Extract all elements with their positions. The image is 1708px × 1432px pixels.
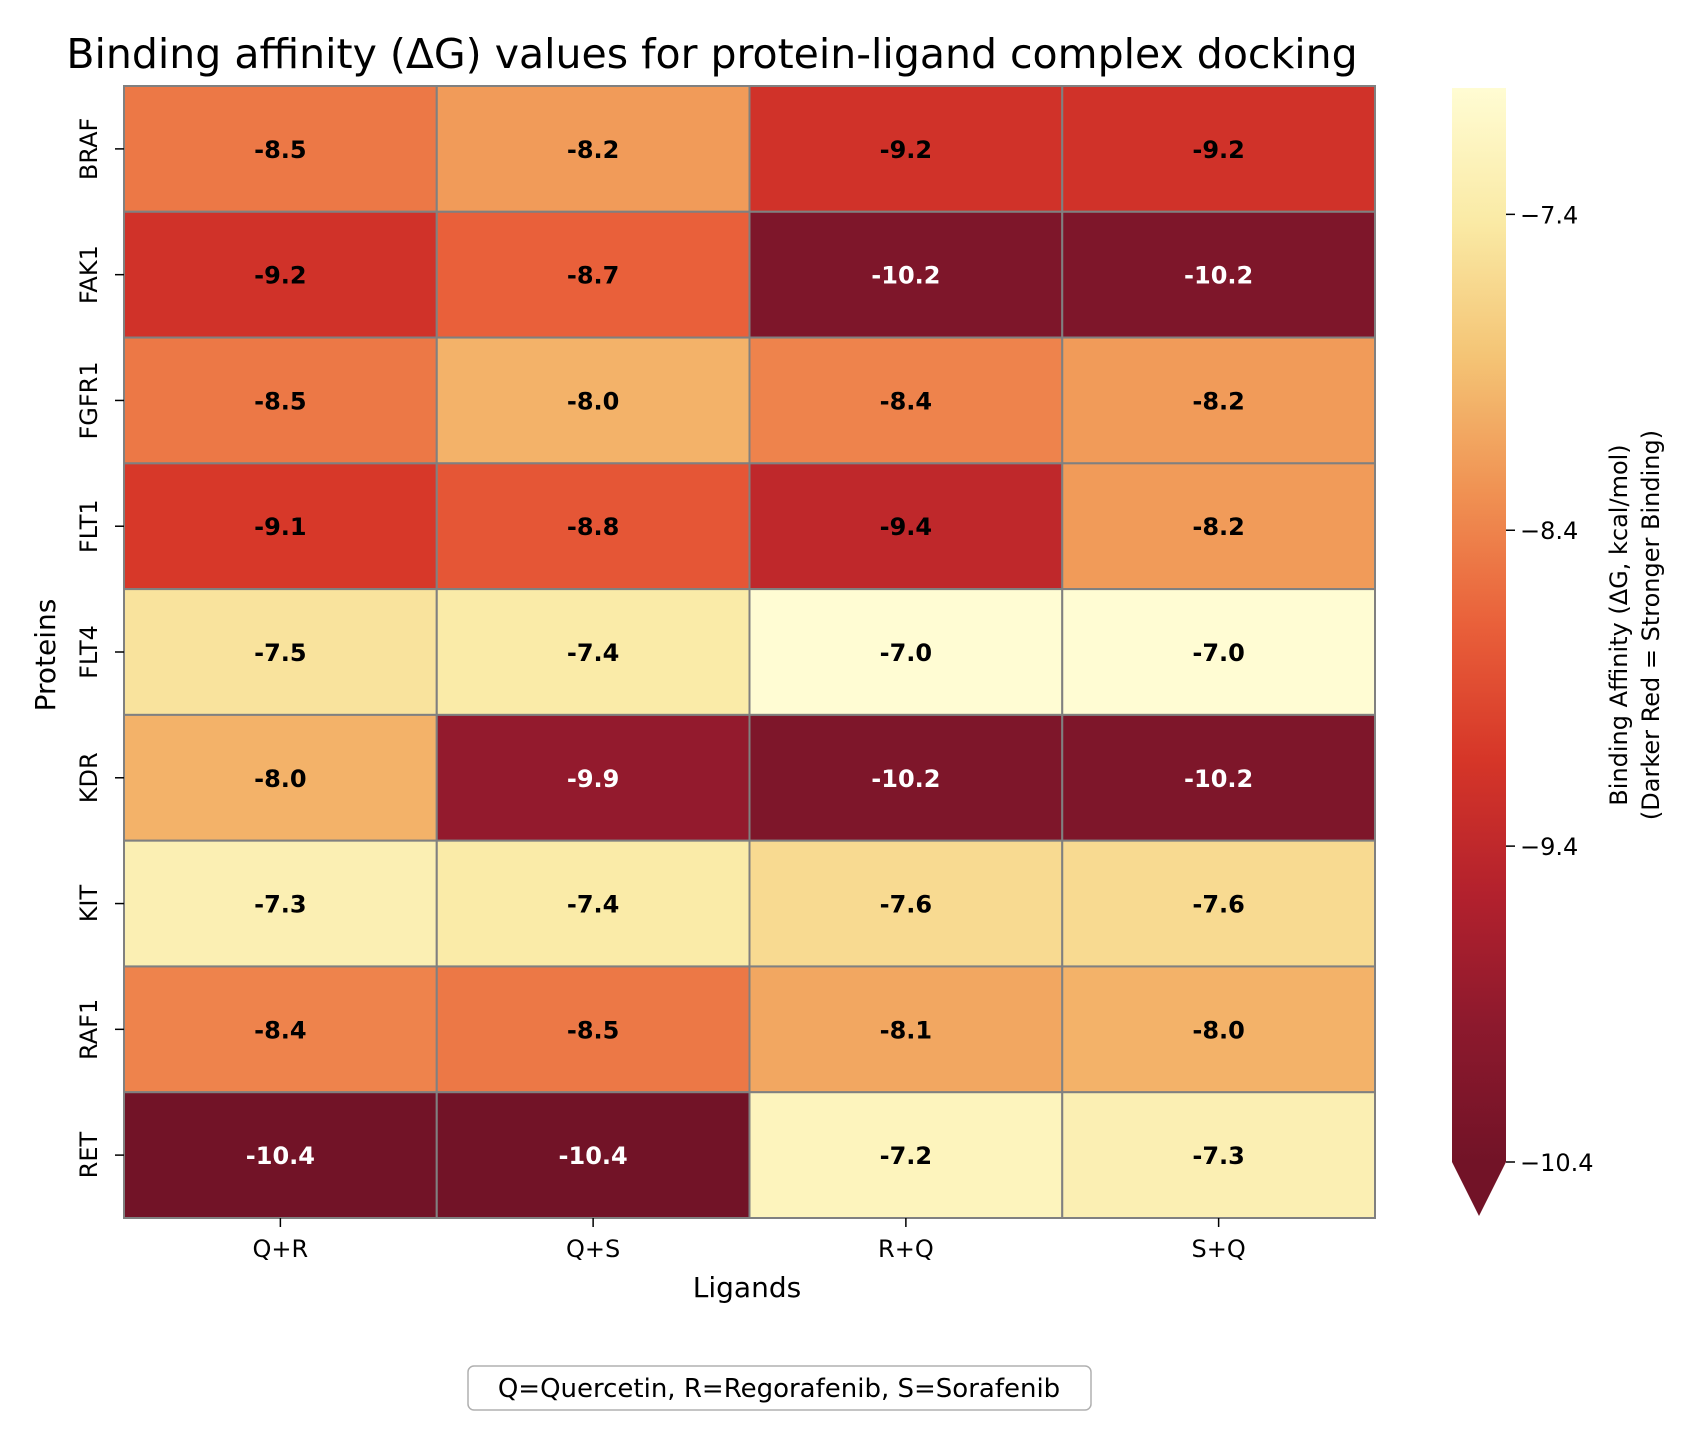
colorbar-tick-label: −9.4 <box>1520 833 1578 861</box>
cell-value-label: -10.2 <box>1184 765 1253 793</box>
heatmap-cell-labels: -8.5 -8.2 -9.2 -9.2 -9.2 -8.7 -10.2 -10.2 -8.5 -8… <box>246 136 1253 1170</box>
x-tick-label: R+Q <box>878 1235 934 1263</box>
cell-value-label: -8.2 <box>567 136 619 164</box>
cell-value-label: -8.5 <box>254 387 306 415</box>
cell-value-label: -8.8 <box>567 513 619 541</box>
cell-value-label: -8.7 <box>567 262 619 290</box>
heatmap-cell <box>748 588 1064 716</box>
y-tick-label: KIT <box>75 884 103 922</box>
legend-frame <box>467 1365 1092 1411</box>
cell-value-label: -9.4 <box>880 513 932 541</box>
colorbar-label-line1: Binding Affinity (ΔG, kcal/mol) <box>1605 444 1633 805</box>
heatmap-cell <box>123 85 438 213</box>
cell-value-label: -8.0 <box>1192 1016 1244 1044</box>
heatmap-cell <box>123 713 438 842</box>
cell-value-label: -8.5 <box>567 1016 619 1044</box>
y-tick-label: RAF1 <box>75 999 103 1060</box>
cell-value-label: -10.2 <box>1184 262 1253 290</box>
heatmap-cell <box>123 965 438 1094</box>
heatmap-cell <box>1061 210 1376 339</box>
cell-value-label: -9.1 <box>254 513 306 541</box>
cell-value-label: -9.2 <box>1192 136 1244 164</box>
heatmap-cell <box>1061 85 1376 213</box>
y-tick-label: FLT4 <box>75 625 103 679</box>
colorbar-label-line2: (Darker Red = Stronger Binding) <box>1637 430 1665 820</box>
cell-value-label: -8.0 <box>567 387 619 415</box>
heatmap-cell <box>435 210 751 339</box>
cell-value-label: -7.3 <box>1192 1142 1244 1170</box>
x-tick-label: Q+S <box>566 1235 620 1263</box>
y-tick-label: FLT1 <box>75 499 103 553</box>
cell-value-label: -7.5 <box>254 639 306 667</box>
legend-box: Q=Quercetin, R=Regorafenib, S=Sorafenib <box>467 1365 1092 1411</box>
heatmap-cell <box>435 588 751 716</box>
cell-value-label: -8.2 <box>1192 387 1244 415</box>
heatmap-cell <box>1061 1091 1376 1219</box>
cell-value-label: -7.2 <box>880 1142 932 1170</box>
cell-value-label: -7.0 <box>880 639 932 667</box>
colorbar-ticks: −7.4 −8.4 −9.4 −10.4 <box>1506 201 1594 1177</box>
cell-value-label: -7.3 <box>254 891 306 919</box>
heatmap-cells <box>123 85 1376 1219</box>
y-tick-label: BRAF <box>75 118 103 180</box>
heatmap-cell <box>435 462 751 591</box>
heatmap-cell <box>123 462 438 591</box>
heatmap-cell <box>1061 713 1376 842</box>
heatmap-cell <box>1061 336 1376 465</box>
chart-title: Binding affinity (ΔG) values for protein… <box>66 30 1357 78</box>
cell-value-label: -10.2 <box>871 262 940 290</box>
cell-value-label: -8.4 <box>254 1016 306 1044</box>
y-axis-ticks: BRAF FAK1 FGFR1 FLT1 FLT4 KDR KIT RAF1 RET <box>75 118 124 1179</box>
colorbar-gradient <box>1452 88 1506 1162</box>
cell-value-label: -7.6 <box>880 891 932 919</box>
y-axis-label: Proteins <box>29 599 62 712</box>
heatmap-cell <box>748 462 1064 591</box>
heatmap-cell <box>435 336 751 465</box>
cell-value-label: -10.4 <box>246 1142 315 1170</box>
heatmap-cell <box>748 85 1064 213</box>
y-tick-label: FGFR1 <box>75 361 103 439</box>
x-axis-ticks: Q+R Q+S R+Q S+Q <box>253 1218 1246 1263</box>
colorbar-extension <box>1452 1162 1506 1216</box>
cell-value-label: -7.4 <box>567 639 619 667</box>
cell-value-label: -7.6 <box>1192 891 1244 919</box>
colorbar-tick-label: −10.4 <box>1520 1149 1594 1177</box>
cell-value-label: -10.2 <box>871 765 940 793</box>
heatmap-cell <box>1061 839 1376 968</box>
y-tick-label: KDR <box>75 752 103 803</box>
cell-value-label: -7.0 <box>1192 639 1244 667</box>
x-axis-label: Ligands <box>693 1271 801 1304</box>
heatmap-cell <box>435 85 751 213</box>
heatmap-cell <box>748 1091 1064 1219</box>
cell-value-label: -9.9 <box>567 765 619 793</box>
heatmap-cell <box>1061 462 1376 591</box>
cell-value-label: -9.2 <box>254 262 306 290</box>
cell-value-label: -7.4 <box>567 891 619 919</box>
heatmap-cell <box>748 965 1064 1094</box>
cell-value-label: -10.4 <box>559 1142 628 1170</box>
heatmap-cell <box>435 713 751 842</box>
x-tick-label: S+Q <box>1192 1235 1246 1263</box>
cell-value-label: -9.2 <box>880 136 932 164</box>
cell-value-label: -8.2 <box>1192 513 1244 541</box>
heatmap-cell <box>123 588 438 716</box>
x-tick-label: Q+R <box>253 1235 309 1263</box>
colorbar-tick-label: −8.4 <box>1520 517 1578 545</box>
cell-value-label: -8.1 <box>880 1016 932 1044</box>
y-tick-label: FAK1 <box>75 245 103 304</box>
heatmap-cell <box>123 839 438 968</box>
cell-value-label: -8.0 <box>254 765 306 793</box>
colorbar-tick-label: −7.4 <box>1520 201 1578 229</box>
legend-text: Q=Quercetin, R=Regorafenib, S=Sorafenib <box>498 1374 1060 1404</box>
y-tick-label: RET <box>75 1132 103 1179</box>
cell-value-label: -8.4 <box>880 387 932 415</box>
heatmap-cell <box>123 210 438 339</box>
colorbar: −7.4 −8.4 −9.4 −10.4 Binding Affinity (ΔG, … <box>1452 88 1665 1216</box>
heatmap-cell <box>1061 588 1376 716</box>
heatmap-cell <box>748 713 1064 842</box>
cell-value-label: -8.5 <box>254 136 306 164</box>
heatmap-cell <box>748 839 1064 968</box>
